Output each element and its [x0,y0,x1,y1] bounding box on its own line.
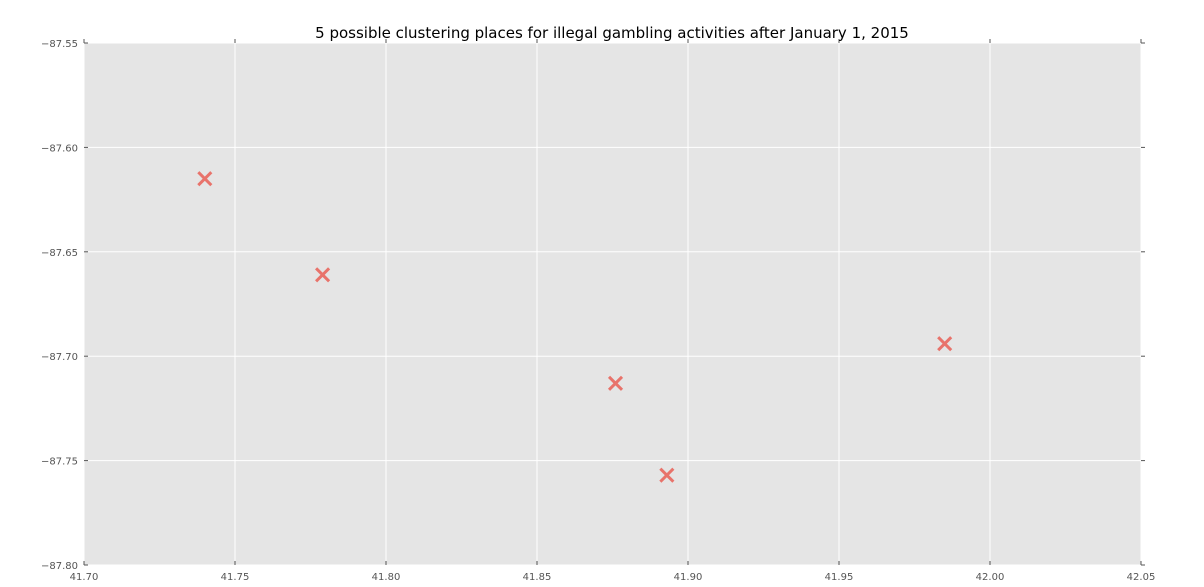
plot-area [84,43,1141,565]
y-tick-label: −87.70 [41,352,78,363]
x-tick-label: 42.05 [1127,572,1156,583]
y-tick-label: −87.55 [41,39,78,50]
x-tick-label: 41.80 [372,572,401,583]
x-tick-label: 41.70 [70,572,99,583]
marker-stroke-b [937,336,953,352]
scatter-point [659,467,675,483]
scatter-point [607,375,624,391]
marker-stroke-b [607,375,624,391]
x-tick-label: 41.90 [674,572,703,583]
x-tick-label: 41.75 [221,572,250,583]
x-tick-label: 42.00 [976,572,1005,583]
scatter-point [937,336,953,352]
y-tick-label: −87.60 [41,143,78,154]
marker-stroke-b [197,171,213,187]
axis-ticks [83,39,1145,566]
y-tick-label: −87.75 [41,457,78,468]
x-tick-label: 41.95 [825,572,854,583]
grid-lines [83,42,1142,566]
chart-title: 5 possible clustering places for illegal… [315,24,909,42]
marker-stroke-b [659,467,675,483]
y-tick-label: −87.80 [41,561,78,572]
x-tick-label: 41.85 [523,572,552,583]
scatter-point [315,267,331,283]
tick-labels: 41.70 41.75 41.80 41.85 41.90 41.95 42.00 42.05… [41,39,1155,583]
marker-stroke-b [315,267,331,283]
scatter-point [197,171,213,187]
y-tick-label: −87.65 [41,248,78,259]
data-points [197,171,953,483]
